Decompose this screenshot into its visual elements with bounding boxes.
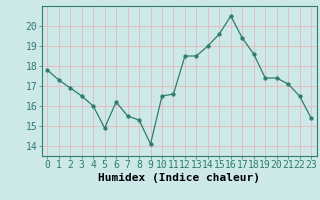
X-axis label: Humidex (Indice chaleur): Humidex (Indice chaleur) — [98, 173, 260, 183]
